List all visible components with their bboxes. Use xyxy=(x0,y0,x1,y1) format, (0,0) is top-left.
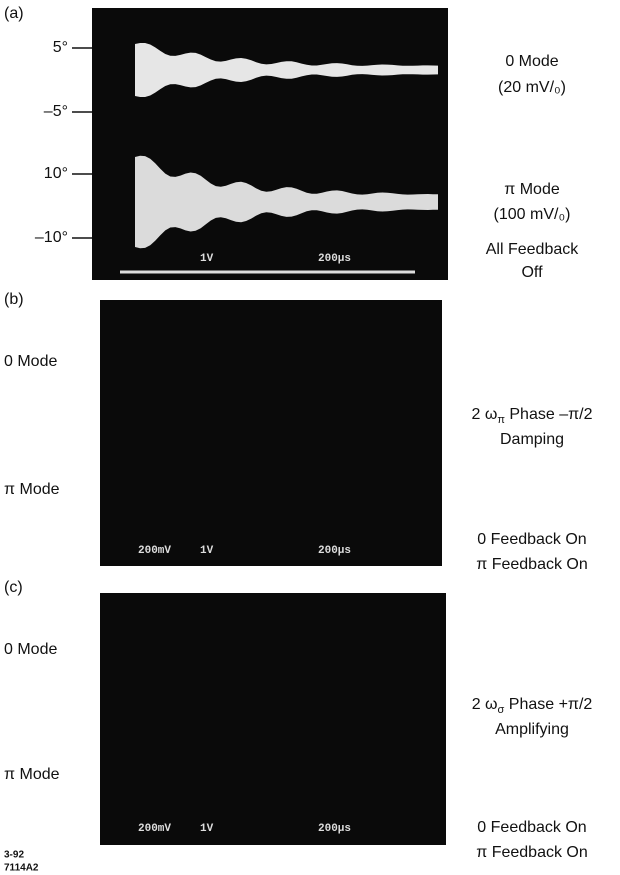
right-label: All Feedback xyxy=(486,241,579,258)
scope-readout: 200μs xyxy=(318,545,351,557)
right-label: π Mode xyxy=(504,181,560,198)
scope-trace xyxy=(135,155,438,249)
panel-label: (c) xyxy=(4,579,23,596)
right-label: π Feedback On xyxy=(476,556,588,573)
scope-readout: 200mV xyxy=(138,823,171,835)
right-label: Damping xyxy=(500,431,564,448)
right-label: (20 mV/₀) xyxy=(498,79,566,96)
right-label: Off xyxy=(521,264,543,281)
phase-label: 2 ωσ Phase +π/2 xyxy=(472,696,593,716)
axis-ticks xyxy=(72,47,92,239)
left-label: 0 Mode xyxy=(4,353,57,370)
scope-readout: 200μs xyxy=(318,823,351,835)
panel-label: (b) xyxy=(4,291,24,308)
axis-label: –10° xyxy=(35,229,68,246)
scope-readout: 1V xyxy=(200,823,214,835)
scope-readout: 1V xyxy=(200,545,214,557)
right-label: 0 Feedback On xyxy=(477,819,586,836)
scope-readout: 200μs xyxy=(318,253,351,265)
scope-readout: 1V xyxy=(200,253,214,265)
left-label: π Mode xyxy=(4,481,60,498)
footer-code: 7114A2 xyxy=(4,863,39,874)
right-label: 0 Mode xyxy=(505,53,558,70)
scope-trace xyxy=(135,43,438,97)
phase-label: 2 ωπ Phase –π/2 xyxy=(472,406,593,426)
left-label: π Mode xyxy=(4,766,60,783)
scope-screen xyxy=(100,300,442,566)
right-label: 0 Feedback On xyxy=(477,531,586,548)
panel-label: (a) xyxy=(4,5,24,22)
right-label: (100 mV/₀) xyxy=(494,206,571,223)
axis-label: –5° xyxy=(44,103,68,120)
left-label: 0 Mode xyxy=(4,641,57,658)
right-label: Amplifying xyxy=(495,721,569,738)
scope-screen xyxy=(100,593,446,845)
scope-readout: 200mV xyxy=(138,545,171,557)
footer-code: 3-92 xyxy=(4,850,24,861)
axis-label: 10° xyxy=(44,165,68,182)
axis-label: 5° xyxy=(53,39,68,56)
right-label: π Feedback On xyxy=(476,844,588,861)
